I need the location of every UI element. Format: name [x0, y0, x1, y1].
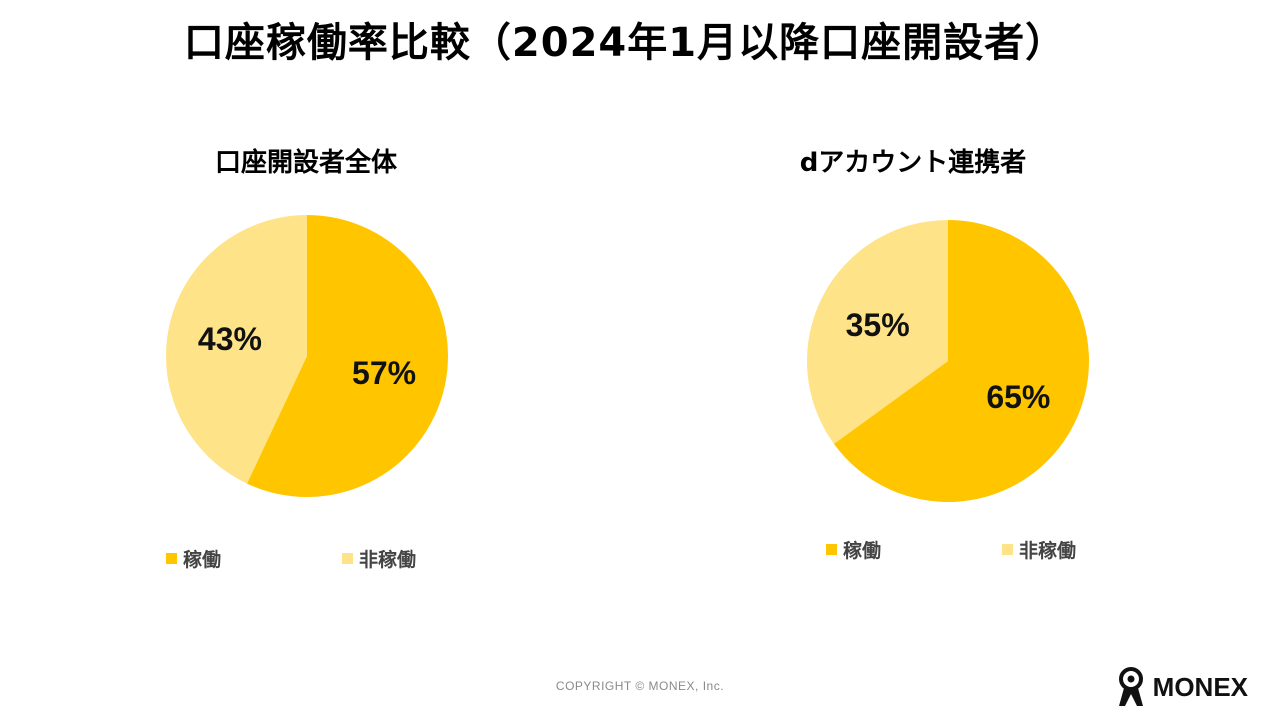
legend-item-inactive: 非稼働 [342, 545, 518, 572]
legend-swatch-active [166, 553, 177, 564]
legend-swatch-active [826, 544, 837, 555]
slice-active-all [246, 215, 448, 498]
monex-logo: MONEX [1115, 666, 1248, 708]
pie-chart-all-account-holders: 57% 43% [165, 215, 448, 498]
pie-chart-d-account-linked: 65% 35% [807, 220, 1089, 503]
page-title: 口座稼働率比較（2024年1月以降口座開設者） [183, 20, 1067, 66]
label-inactive-linked: 35% [846, 307, 910, 343]
legend-item-active: 稼働 [826, 536, 1002, 563]
legend-label-active: 稼働 [843, 540, 882, 562]
legend-item-active: 稼働 [166, 545, 342, 572]
legend-swatch-inactive [1002, 544, 1013, 555]
slice-inactive-all [165, 215, 307, 484]
label-inactive-all: 43% [198, 321, 262, 357]
legend-chart-1: 稼働 非稼働 [166, 545, 518, 572]
legend-label-inactive: 非稼働 [1019, 540, 1077, 562]
chart-1-title: 口座開設者全体 [214, 148, 397, 178]
slice-inactive-linked [807, 220, 948, 444]
legend-label-active: 稼働 [183, 549, 222, 571]
brand-name: MONEX [1152, 671, 1248, 702]
legend-chart-2: 稼働 非稼働 [826, 536, 1178, 563]
monex-figure-icon [1118, 667, 1143, 706]
chart-2-title: dアカウント連携者 [799, 148, 1027, 178]
legend-label-inactive: 非稼働 [359, 549, 417, 571]
legend-swatch-inactive [342, 553, 353, 564]
label-active-linked: 65% [986, 379, 1050, 415]
label-active-all: 57% [352, 355, 416, 391]
slice-active-linked [833, 220, 1089, 503]
legend-item-inactive: 非稼働 [1002, 536, 1178, 563]
copyright-text: COPYRIGHT © MONEX, Inc. [555, 679, 725, 693]
